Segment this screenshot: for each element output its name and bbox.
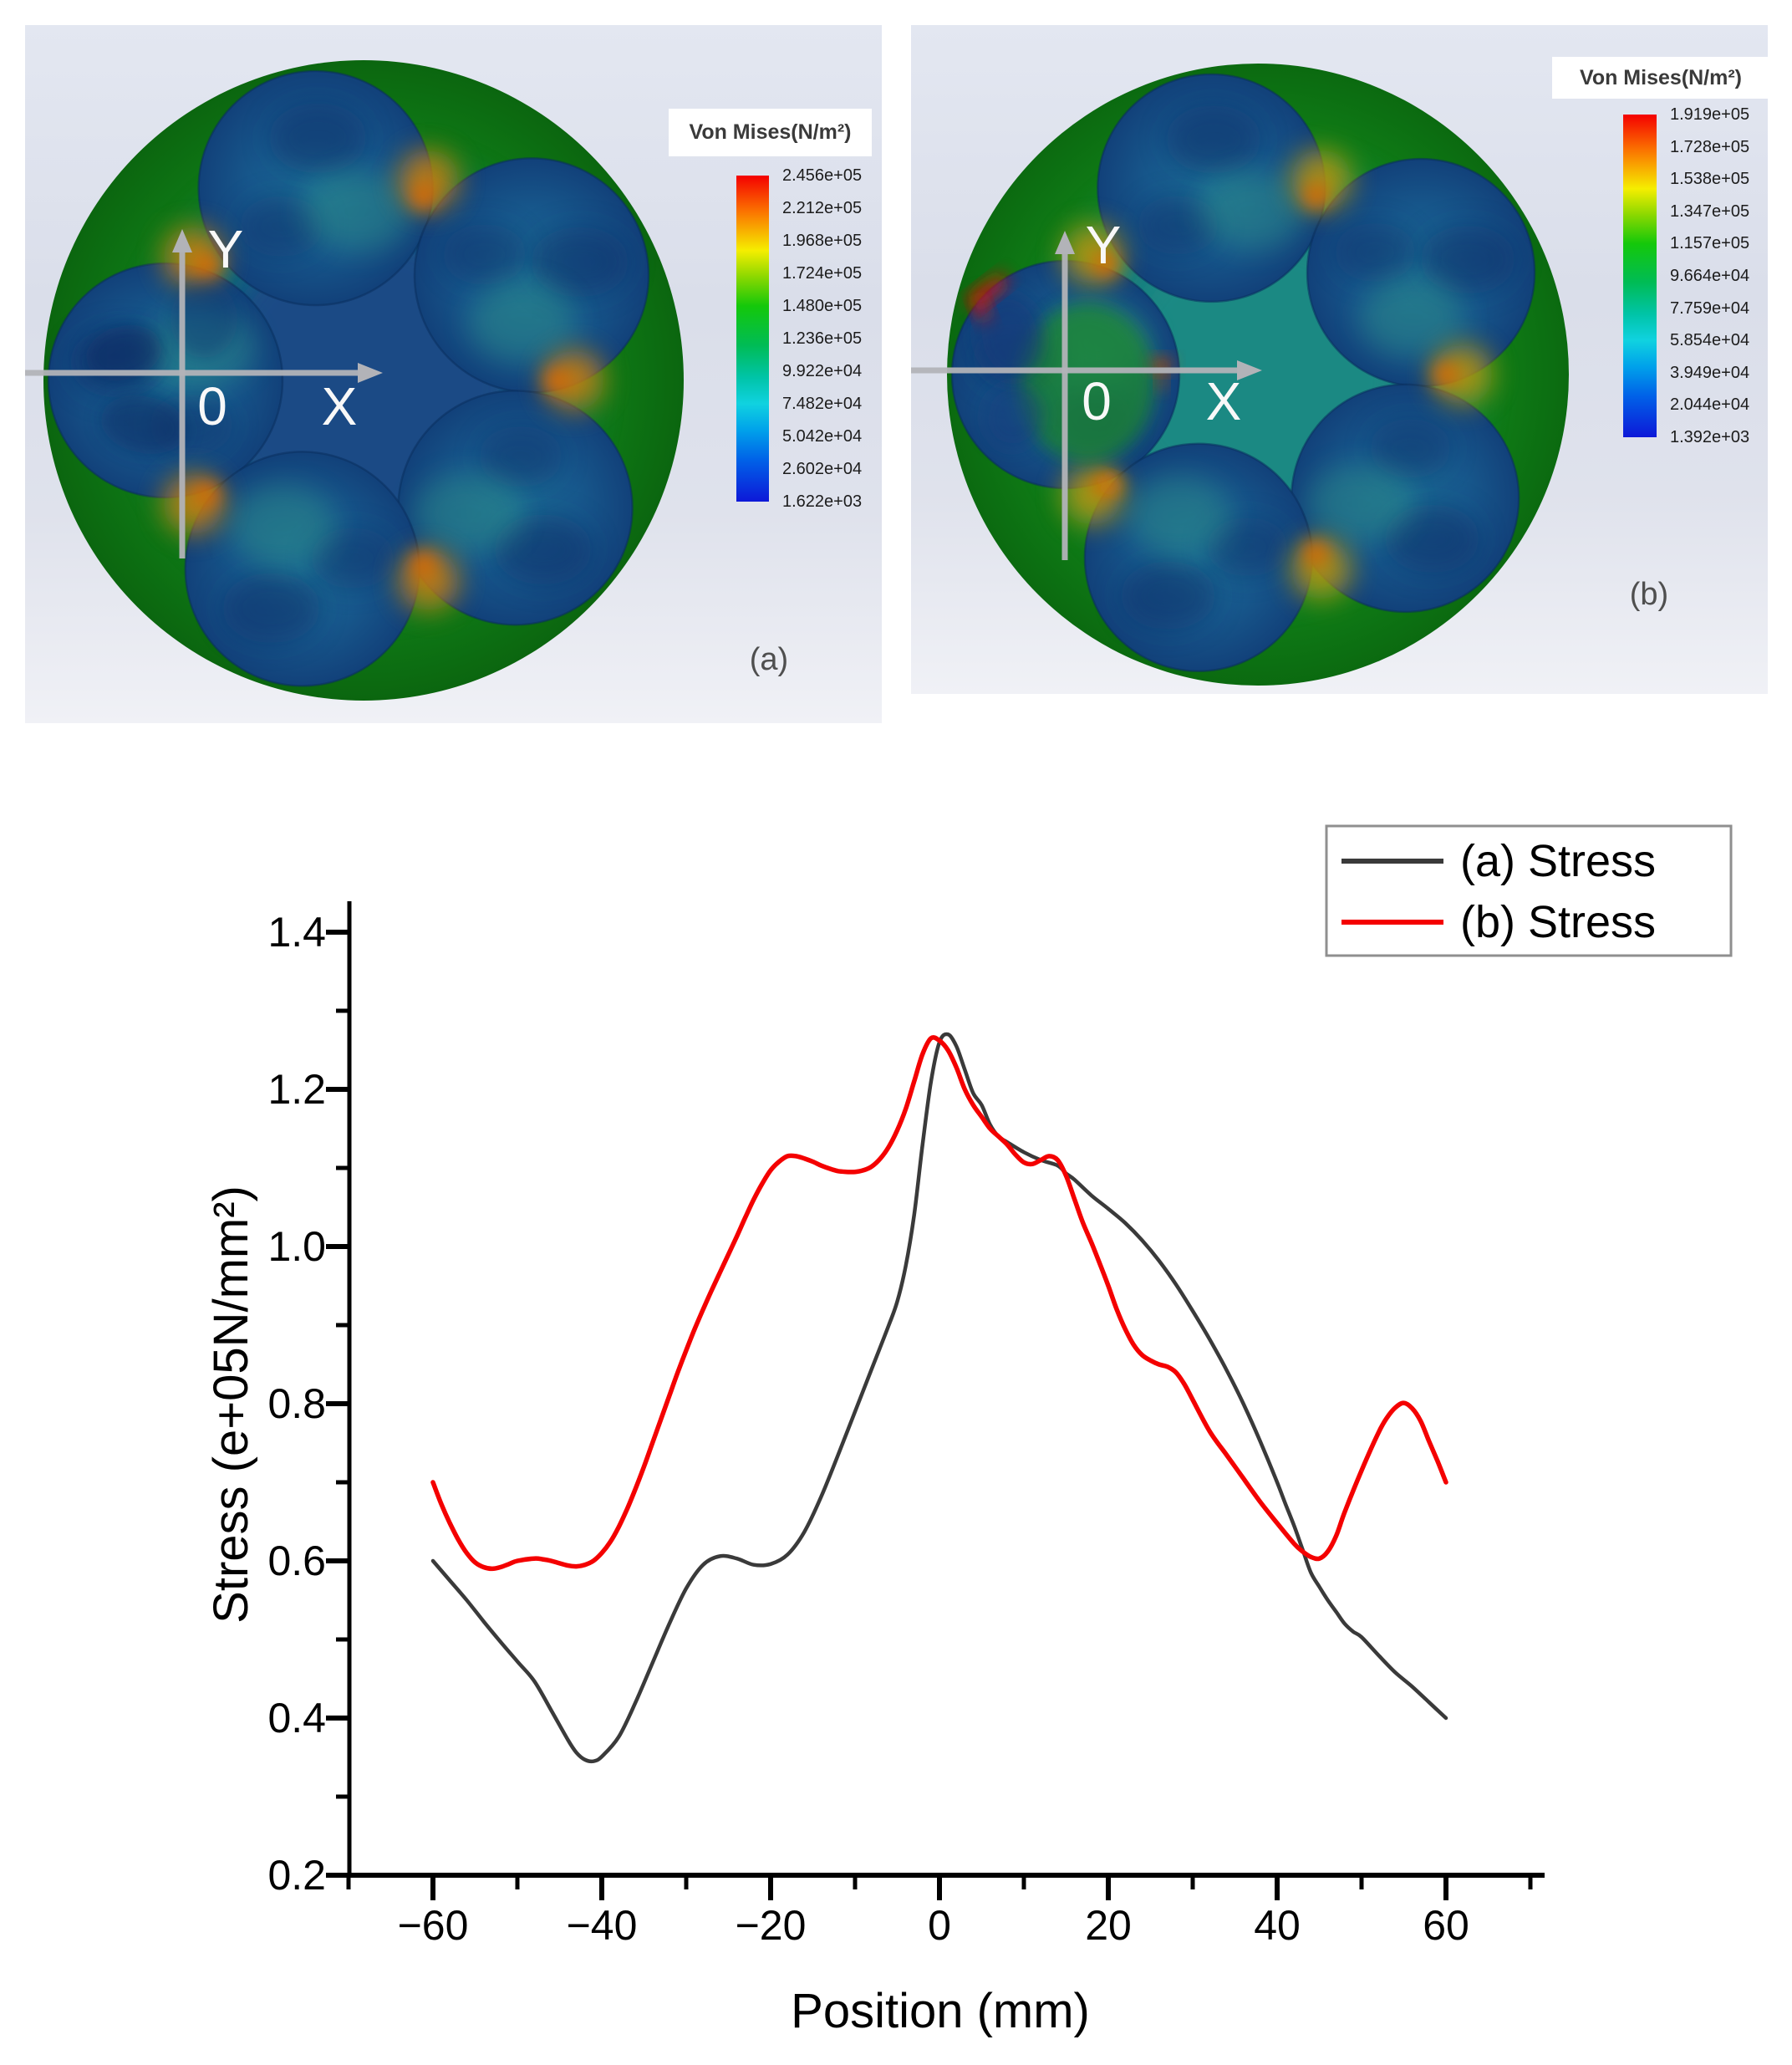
series-line-b	[430, 1035, 1448, 1572]
colorbar-value: 7.759e+04	[1670, 298, 1750, 318]
colorbar-value: 2.044e+04	[1670, 395, 1750, 415]
colorbar-value: 2.456e+05	[782, 166, 863, 185]
x-tick-label: 60	[1423, 1902, 1469, 1949]
contact-stress-spot	[544, 350, 604, 410]
axis-label-origin: 0	[1082, 371, 1112, 431]
x-tick-label: 20	[1085, 1902, 1132, 1949]
stress-patch	[85, 324, 162, 381]
colorbar-title-a: Von Mises(N/m²)	[669, 109, 872, 156]
fea-contour-plot-b: Y 0 X	[911, 64, 1569, 686]
axes-overlay	[25, 229, 383, 558]
x-axis-arrow-icon	[358, 363, 383, 383]
axis-label-x: X	[322, 376, 358, 436]
stress-patch	[975, 293, 1044, 380]
fea-panel-b: Y 0 X Von Mises(N/m²) 1.919e+05 1.728e+05 1.…	[911, 25, 1768, 694]
stress-position-chart: −60 −40 −20 0 20 40 60 0.2 0.4 0.6 0.8 1.0 1.2 1.4 Pos…	[204, 824, 1733, 2038]
y-tick-label: 0.2	[267, 1852, 326, 1899]
colorbar-value: 9.922e+04	[782, 362, 863, 380]
y-axis-title: Stress (e+05N/mm²)	[204, 1185, 258, 1624]
y-tick-label: 1.4	[267, 909, 326, 956]
colorbar-value: 7.482e+04	[782, 395, 863, 413]
colorbar-value: 3.949e+04	[1670, 363, 1750, 382]
stress-patch	[1158, 369, 1166, 390]
x-tick-label: 40	[1254, 1902, 1301, 1949]
x-axis-arrow-icon	[1237, 360, 1262, 380]
y-tick-label: 0.6	[267, 1537, 326, 1584]
axis-label-y: Y	[1086, 215, 1122, 275]
colorbar-value: 2.602e+04	[782, 460, 863, 478]
colorbar-value: 1.622e+03	[782, 492, 863, 511]
caption-b: (b)	[1629, 577, 1669, 612]
axis-label-y: Y	[208, 219, 244, 279]
colorbar-value: 1.538e+05	[1670, 170, 1750, 189]
colorbar-value: 1.724e+05	[782, 264, 863, 283]
colorbar-value: 1.236e+05	[782, 329, 863, 348]
x-tick-label: −60	[398, 1902, 469, 1949]
x-tick-label: −40	[567, 1902, 638, 1949]
stress-patch	[972, 292, 990, 324]
axis-label-origin: 0	[197, 376, 227, 436]
y-tick-label: 1.0	[267, 1223, 326, 1270]
stress-patch	[982, 383, 1044, 450]
x-tick-label: 0	[928, 1902, 951, 1949]
chart-axes	[326, 901, 1545, 1900]
strand-interior	[47, 69, 650, 687]
caption-a: (a)	[749, 642, 789, 677]
legend-label: (b) Stress	[1460, 897, 1656, 947]
fea-contour-plot-a: Y 0 X	[25, 60, 684, 701]
colorbar-value: 1.347e+05	[1670, 201, 1750, 221]
contact-stress-spot	[1433, 344, 1493, 405]
colorbar-gradient-b	[1623, 115, 1657, 437]
colorbar-value: 1.392e+03	[1670, 428, 1750, 446]
colorbar-value: 9.664e+04	[1670, 267, 1750, 285]
y-tick-label: 1.2	[267, 1066, 326, 1113]
legend-label: (a) Stress	[1460, 836, 1656, 886]
colorbar-value: 5.854e+04	[1670, 331, 1750, 350]
stress-patch	[1018, 303, 1155, 462]
stress-patch	[100, 395, 187, 454]
x-tick-label: −20	[736, 1902, 807, 1949]
y-tick-label: 0.4	[267, 1695, 326, 1741]
colorbar-value: 2.212e+05	[782, 199, 863, 217]
chart-legend: (a) Stress (b) Stress	[1325, 824, 1733, 957]
series-line-a	[430, 1032, 1448, 1764]
y-tick-label: 0.8	[267, 1380, 326, 1427]
stress-patch	[171, 281, 237, 358]
axis-label-x: X	[1206, 371, 1242, 431]
colorbar-value: 1.728e+05	[1670, 137, 1750, 156]
colorbar-value: 1.919e+05	[1670, 105, 1750, 124]
colorbar-value: 1.480e+05	[782, 297, 863, 315]
colorbar-value: 1.968e+05	[782, 232, 863, 250]
colorbar-value: 5.042e+04	[782, 427, 863, 446]
y-axis-arrow-icon	[172, 229, 192, 252]
x-axis-title: Position (mm)	[791, 1984, 1090, 2038]
axes-overlay	[911, 231, 1262, 560]
legend-box	[1325, 824, 1733, 957]
fea-panel-a: Y 0 X Von Mises(N/m²) 2.456e+05 2.212e+05 1.…	[25, 25, 882, 723]
colorbar-value: 1.157e+05	[1670, 234, 1750, 253]
colorbar-title-b: Von Mises(N/m²)	[1552, 57, 1768, 99]
y-axis-arrow-icon	[1055, 231, 1075, 254]
stress-patch	[1097, 475, 1123, 492]
colorbar-gradient-a	[736, 176, 769, 502]
